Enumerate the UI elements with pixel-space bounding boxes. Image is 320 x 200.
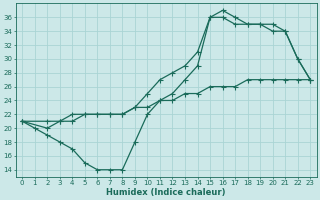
X-axis label: Humidex (Indice chaleur): Humidex (Indice chaleur)	[107, 188, 226, 197]
